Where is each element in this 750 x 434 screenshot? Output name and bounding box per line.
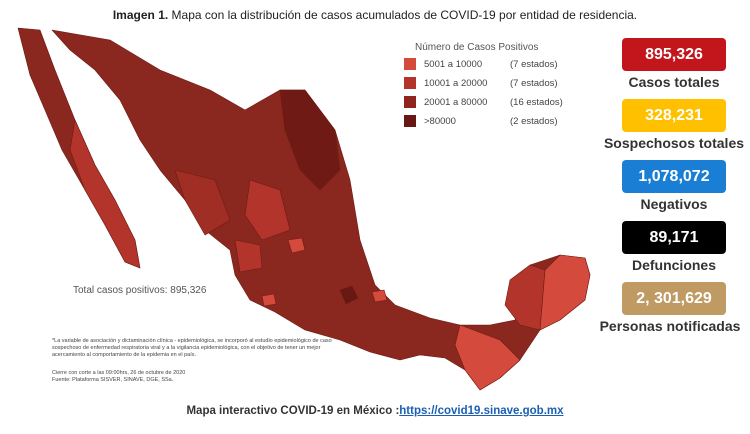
legend-range: 20001 a 80000 xyxy=(424,96,488,108)
stat-value: 895,326 xyxy=(622,38,726,71)
map xyxy=(17,27,591,391)
stat-value: 2, 301,629 xyxy=(622,282,726,315)
legend-range: 10001 a 20000 xyxy=(424,77,488,89)
stat-value: 328,231 xyxy=(622,99,726,132)
legend-count: (2 estados) xyxy=(510,115,558,127)
stat-value: 1,078,072 xyxy=(622,160,726,193)
note: *La variable de asociación y dictaminaci… xyxy=(52,338,332,358)
legend-row: >80000 (2 estados) xyxy=(404,115,558,127)
legend-title: Número de Casos Positivos xyxy=(415,42,539,53)
nuevo-leon xyxy=(279,89,341,191)
legend-swatch xyxy=(404,58,416,70)
footer-text: Mapa interactivo COVID-19 en México : xyxy=(186,405,400,417)
title-bold: Imagen 1. xyxy=(112,8,169,22)
legend-swatch xyxy=(404,115,416,127)
stat-label: Negativos xyxy=(640,196,708,212)
title-text: Mapa con la distribución de casos acumul… xyxy=(171,8,638,22)
title: Imagen 1. Mapa con la distribución de ca… xyxy=(0,8,750,22)
map-total: Total casos positivos: 895,326 xyxy=(73,285,207,296)
legend-swatch xyxy=(404,77,416,89)
durango xyxy=(174,169,231,236)
stat-label: Defunciones xyxy=(631,257,716,273)
stat-label: Sospechosos totales xyxy=(603,135,745,151)
quintana-roo xyxy=(539,254,591,331)
cdmx xyxy=(339,285,359,305)
stat-label: Personas notificadas xyxy=(599,318,741,334)
footer: Mapa interactivo COVID-19 en México :htt… xyxy=(0,405,750,417)
stat-label: Casos totales xyxy=(628,74,720,90)
campeche xyxy=(504,264,546,331)
cierre: Cierre con corte a las 09:00hrs, 26 de o… xyxy=(52,370,186,376)
legend-row: 5001 a 10000 (7 estados) xyxy=(404,58,558,70)
legend-swatch xyxy=(404,96,416,108)
legend-count: (16 estados) xyxy=(510,96,563,108)
legend-row: 10001 a 20000 (7 estados) xyxy=(404,77,558,89)
legend-row: 20001 a 80000 (16 estados) xyxy=(404,96,563,108)
baja-sur xyxy=(69,119,141,269)
nayarit xyxy=(234,239,263,273)
legend-range: >80000 xyxy=(424,115,456,127)
tlaxcala xyxy=(371,289,388,303)
cierre-block: Cierre con corte a las 09:00hrs, 26 de o… xyxy=(52,370,185,384)
legend-range: 5001 a 10000 xyxy=(424,58,483,70)
legend-count: (7 estados) xyxy=(510,77,558,89)
footer-link[interactable]: https://covid19.sinave.gob.mx xyxy=(399,405,564,417)
colima xyxy=(261,293,277,307)
fuente: Fuente: Plataforma SISVER, SINAVE, DGE, … xyxy=(52,377,174,383)
zacatecas xyxy=(244,179,291,241)
stat-value: 89,171 xyxy=(622,221,726,254)
chiapas xyxy=(454,324,521,391)
aguascalientes xyxy=(287,237,306,254)
legend-count: (7 estados) xyxy=(510,58,558,70)
